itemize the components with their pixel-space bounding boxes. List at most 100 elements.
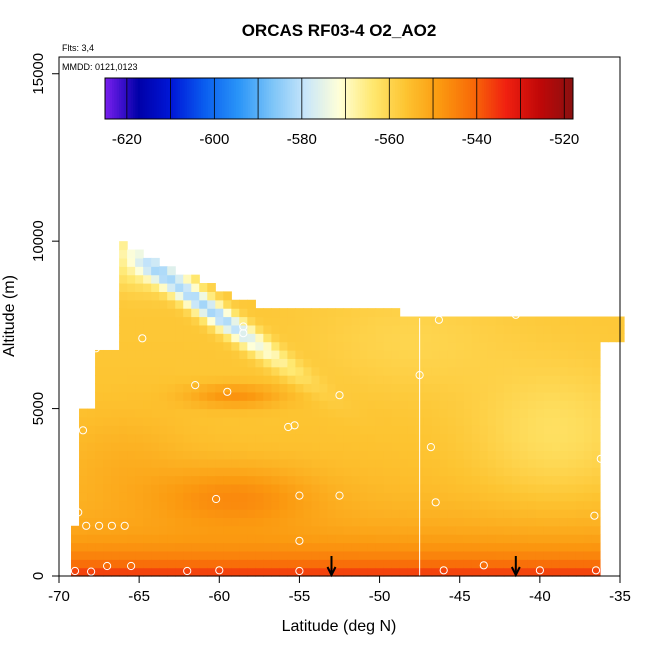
heatmap-cell: [295, 509, 305, 518]
heatmap-cell: [407, 366, 417, 376]
heatmap-cell: [271, 567, 280, 577]
heatmap-cell: [527, 433, 537, 443]
heatmap-cell: [239, 400, 248, 410]
heatmap-cell: [239, 550, 248, 560]
heatmap-cell: [215, 391, 224, 401]
heatmap-cell: [567, 475, 577, 485]
heatmap-cell: [455, 500, 465, 510]
heatmap-cell: [215, 534, 224, 544]
heatmap-cell: [71, 525, 80, 535]
colorbar-swatch: [500, 78, 504, 119]
heatmap-cell: [231, 550, 240, 560]
heatmap-cell: [535, 492, 545, 502]
heatmap-cell: [367, 316, 377, 326]
heatmap-cell: [479, 559, 489, 569]
heatmap-cell: [567, 416, 577, 426]
colorbar-swatch: [175, 78, 179, 119]
heatmap-cell: [95, 408, 104, 418]
heatmap-cell: [487, 542, 497, 552]
heatmap-cell: [303, 349, 313, 359]
heatmap-cell: [135, 425, 144, 435]
heatmap-cell: [367, 525, 377, 535]
heatmap-cell: [487, 383, 497, 393]
heatmap-cell: [247, 442, 256, 452]
heatmap-cell: [367, 349, 377, 359]
heatmap-cell: [175, 567, 184, 577]
heatmap-cell: [335, 534, 345, 544]
heatmap-cell: [207, 442, 216, 452]
heatmap-cell: [367, 425, 377, 435]
heatmap-cell: [319, 458, 329, 468]
heatmap-cell: [495, 450, 505, 460]
heatmap-cell: [183, 400, 192, 410]
heatmap-cell: [239, 383, 248, 393]
heatmap-cell: [271, 542, 280, 552]
heatmap-cell: [399, 391, 409, 401]
heatmap-cell: [391, 450, 401, 460]
heatmap-cell: [319, 450, 329, 460]
heatmap-cell: [87, 500, 96, 510]
heatmap-cell: [383, 500, 393, 510]
heatmap-cell: [135, 358, 144, 368]
heatmap-cell: [287, 416, 297, 426]
heatmap-cell: [327, 483, 337, 493]
heatmap-cell: [351, 500, 361, 510]
heatmap-cell: [479, 442, 489, 452]
heatmap-cell: [295, 475, 305, 485]
heatmap-cell: [215, 442, 224, 452]
colorbar-swatch: [427, 78, 431, 119]
heatmap-cell: [359, 542, 369, 552]
heatmap-cell: [231, 509, 240, 518]
heatmap-cell: [423, 358, 433, 368]
heatmap-cell: [247, 324, 256, 334]
heatmap-cell: [319, 467, 329, 477]
heatmap-cell: [191, 525, 200, 535]
heatmap-cell: [471, 433, 481, 443]
heatmap-cell: [319, 433, 329, 443]
heatmap-cell: [207, 550, 216, 560]
heatmap-cell: [199, 475, 208, 485]
heatmap-cell: [127, 341, 136, 351]
heatmap-cell: [311, 483, 321, 493]
heatmap-cell: [559, 391, 569, 401]
heatmap-cell: [583, 400, 593, 410]
heatmap-cell: [383, 333, 393, 343]
heatmap-cell: [583, 525, 593, 535]
colorbar-swatch: [126, 78, 129, 119]
heatmap-cell: [487, 400, 497, 410]
sample-point: [434, 315, 443, 324]
heatmap-cell: [303, 400, 313, 410]
heatmap-cell: [183, 559, 192, 569]
heatmap-cell: [383, 416, 393, 426]
heatmap-cell: [151, 341, 160, 351]
heatmap-cell: [263, 534, 272, 544]
colorbar-swatch: [544, 78, 548, 119]
heatmap-cell: [183, 316, 192, 326]
heatmap-cell: [391, 333, 401, 343]
heatmap-cell: [471, 458, 481, 468]
heatmap-cell: [423, 433, 433, 443]
heatmap-cell: [239, 517, 248, 527]
heatmap-cell: [255, 483, 264, 493]
heatmap-cell: [439, 517, 449, 527]
heatmap-cell: [535, 400, 545, 410]
heatmap-cell: [455, 492, 465, 502]
colorbar-swatch: [294, 78, 298, 119]
heatmap-cell: [583, 324, 593, 334]
heatmap-cell: [151, 500, 160, 510]
heatmap-cell: [183, 341, 192, 351]
heatmap-cell: [215, 567, 224, 577]
heatmap-cell: [367, 534, 377, 544]
heatmap-cell: [527, 559, 537, 569]
heatmap-cell: [271, 316, 280, 326]
colorbar-swatch: [460, 78, 464, 119]
heatmap-cell: [119, 257, 128, 267]
heatmap-cell: [271, 442, 280, 452]
heatmap-cell: [439, 391, 449, 401]
heatmap-cell: [327, 341, 337, 351]
heatmap-cell: [159, 475, 168, 485]
heatmap-cell: [327, 509, 337, 518]
heatmap-cell: [143, 391, 152, 401]
heatmap-cell: [383, 450, 393, 460]
heatmap-cell: [439, 341, 449, 351]
